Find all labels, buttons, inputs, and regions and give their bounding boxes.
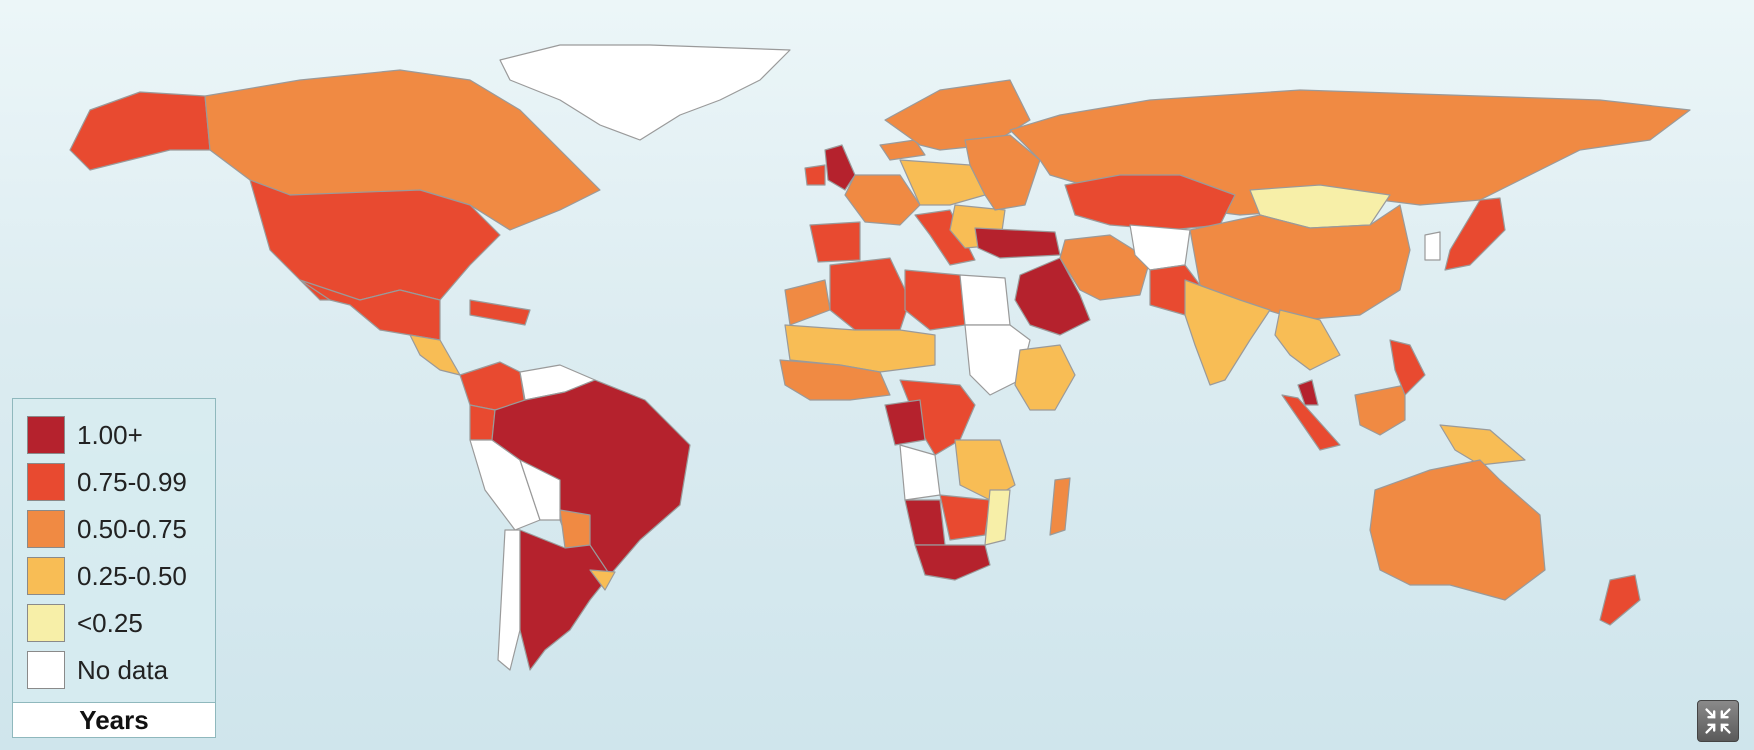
legend-item: 0.50-0.75 bbox=[27, 509, 187, 549]
fit-to-screen-button[interactable] bbox=[1697, 700, 1739, 742]
country-uruguay bbox=[589, 569, 616, 591]
country-new-zealand bbox=[1599, 574, 1641, 626]
country-united-kingdom bbox=[824, 144, 856, 191]
legend-swatch bbox=[27, 510, 65, 548]
country-ireland bbox=[804, 164, 826, 186]
country-western-europe bbox=[844, 174, 921, 226]
country-central-europe bbox=[899, 159, 986, 206]
legend-label: No data bbox=[77, 654, 169, 685]
collapse-arrows-icon bbox=[1705, 708, 1731, 734]
country-morocco bbox=[784, 279, 831, 326]
legend-item: 0.25-0.50 bbox=[27, 556, 187, 596]
legend-label: <0.25 bbox=[77, 607, 143, 638]
country-japan bbox=[1444, 197, 1506, 271]
country-namibia bbox=[904, 499, 946, 546]
country-turkey bbox=[974, 227, 1061, 259]
country-sumatra bbox=[1281, 394, 1341, 451]
legend-item: No data bbox=[27, 650, 168, 690]
country-ecuador bbox=[469, 404, 496, 441]
country-iceland bbox=[879, 139, 926, 161]
country-greenland bbox=[499, 44, 791, 141]
legend-label: 1.00+ bbox=[77, 419, 143, 450]
country-libya bbox=[904, 269, 966, 331]
country-chile bbox=[497, 529, 521, 671]
legend-swatch bbox=[27, 463, 65, 501]
country-iran bbox=[1059, 234, 1151, 301]
country-gabon-congo bbox=[884, 399, 926, 446]
legend-item: <0.25 bbox=[27, 603, 143, 643]
country-alaska bbox=[69, 91, 211, 171]
country-korea bbox=[1424, 231, 1441, 261]
legend-swatch bbox=[27, 557, 65, 595]
legend-item: 0.75-0.99 bbox=[27, 462, 187, 502]
country-paraguay bbox=[559, 509, 591, 549]
legend-label: 0.75-0.99 bbox=[77, 466, 187, 497]
country-algeria bbox=[829, 257, 911, 331]
country-egypt bbox=[959, 274, 1011, 326]
legend-swatch bbox=[27, 416, 65, 454]
country-southeast-asia bbox=[1274, 309, 1341, 371]
country-south-africa bbox=[914, 544, 991, 581]
country-india bbox=[1184, 279, 1271, 386]
country-iberia bbox=[809, 221, 861, 263]
country-caribbean bbox=[469, 299, 531, 326]
country-malaysia bbox=[1297, 379, 1319, 406]
country-philippines bbox=[1389, 339, 1426, 396]
country-mozambique bbox=[984, 489, 1011, 546]
country-australia bbox=[1369, 459, 1546, 601]
country-central-america bbox=[409, 334, 461, 376]
country-new-guinea bbox=[1439, 424, 1526, 466]
legend-label: 0.25-0.50 bbox=[77, 560, 187, 591]
legend-swatch bbox=[27, 604, 65, 642]
legend-swatch bbox=[27, 651, 65, 689]
country-italy bbox=[914, 209, 976, 266]
country-scandinavia bbox=[884, 79, 1031, 151]
legend-title: Years bbox=[13, 702, 215, 737]
country-eastern-europe bbox=[964, 134, 1041, 211]
country-west-africa bbox=[779, 359, 891, 401]
country-madagascar bbox=[1049, 477, 1071, 536]
country-borneo bbox=[1354, 384, 1406, 436]
country-bolivia bbox=[519, 459, 561, 521]
legend-label: 0.50-0.75 bbox=[77, 513, 187, 544]
country-argentina bbox=[519, 529, 611, 671]
legend-item: 1.00+ bbox=[27, 415, 143, 455]
country-ethiopia bbox=[1014, 344, 1076, 411]
map-legend: 1.00+ 0.75-0.99 0.50-0.75 0.25-0.50 <0.2… bbox=[12, 398, 216, 738]
country-zambia-zimbabwe bbox=[939, 494, 991, 541]
